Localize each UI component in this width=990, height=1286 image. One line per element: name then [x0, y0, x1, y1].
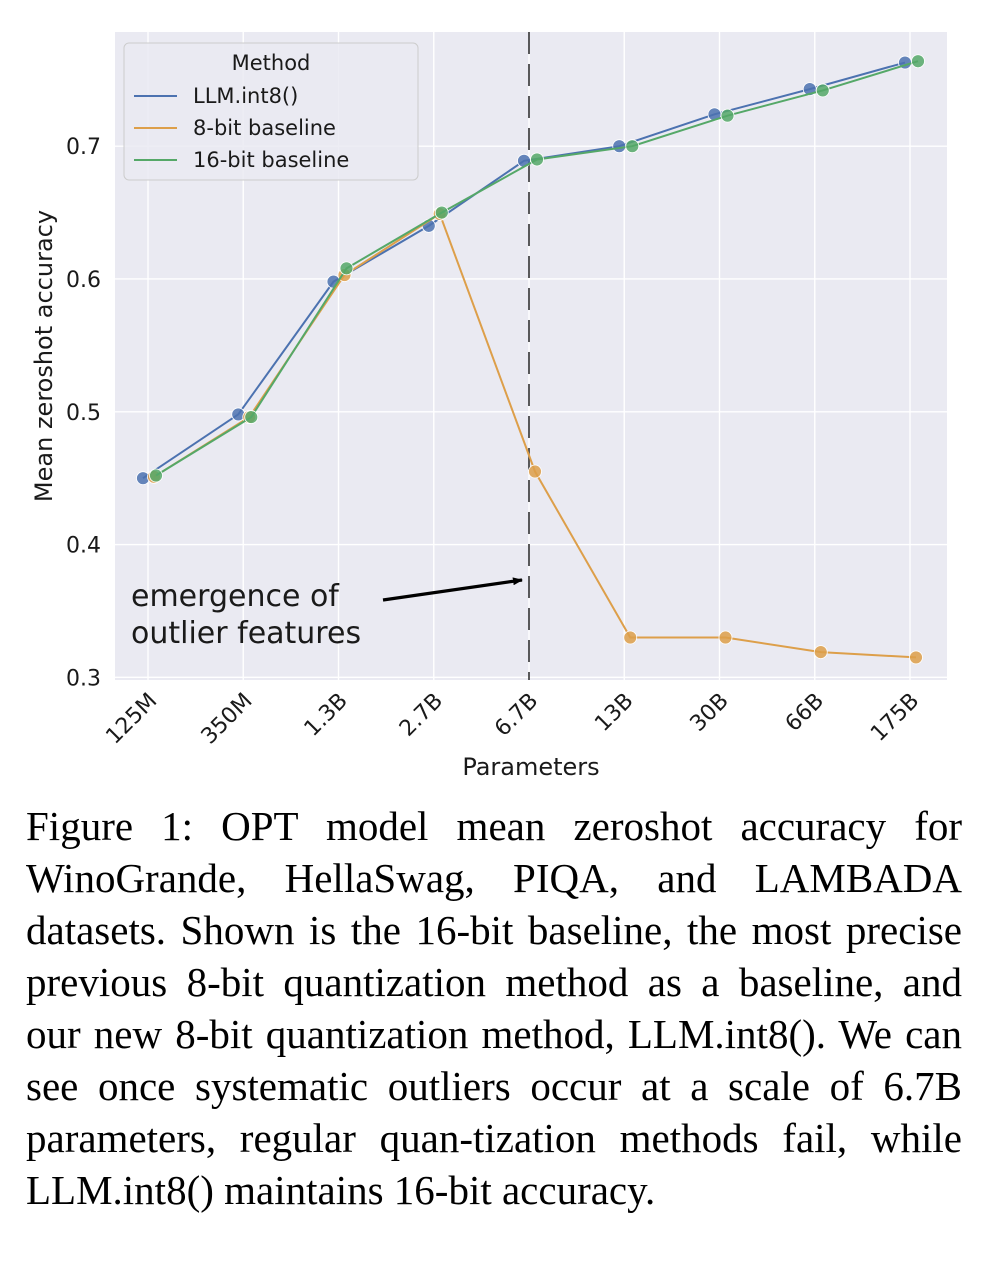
x-tick-label: 175B: [866, 689, 924, 747]
data-point: [911, 54, 925, 69]
data-point: [718, 630, 733, 645]
legend-label-1: LLM.int8(): [193, 84, 298, 108]
x-tick-label: 1.3B: [300, 689, 353, 742]
data-point: [528, 464, 542, 479]
legend-title: Method: [232, 51, 311, 75]
x-axis-label: Parameters: [462, 753, 599, 781]
y-tick-label: 0.3: [66, 666, 101, 691]
annotation-line-1: emergence of: [131, 579, 340, 614]
x-tick-label: 125M: [101, 689, 162, 750]
x-tick-label: 13B: [590, 689, 638, 737]
y-tick-label: 0.5: [66, 401, 101, 426]
annotation-line-2: outlier features: [131, 616, 361, 651]
data-point: [434, 205, 449, 220]
chart: 0.3 0.4 0.5 0.6 0.7 125M 350M 1.3B 2.7B 6.7B 13B 3…: [30, 32, 947, 781]
y-tick-label: 0.6: [66, 268, 101, 293]
legend-box: [123, 42, 419, 181]
x-tick-label: 66B: [781, 689, 829, 737]
x-axis-ticks: 125M 350M 1.3B 2.7B 6.7B 13B 30B 66B 175B: [101, 689, 924, 750]
legend-label-3: 16-bit baseline: [193, 148, 349, 172]
y-tick-label: 0.4: [66, 534, 101, 559]
legend-label-2: 8-bit baseline: [193, 116, 336, 140]
data-point: [720, 108, 735, 123]
data-point: [339, 261, 354, 276]
data-point: [625, 139, 640, 154]
y-tick-label: 0.7: [66, 135, 101, 160]
y-axis-ticks: 0.3 0.4 0.5 0.6 0.7: [66, 135, 101, 691]
data-point: [517, 153, 531, 168]
series-group: [136, 54, 925, 665]
x-tick-label: 2.7B: [395, 689, 448, 742]
x-tick-label: 6.7B: [490, 689, 543, 742]
data-point: [813, 645, 828, 660]
annotation: emergence of outlier features: [131, 577, 523, 651]
figure-caption: Figure 1: OPT model mean zeroshot accura…: [26, 803, 962, 1213]
legend: Method LLM.int8() 8-bit baseline 16-bit …: [123, 42, 419, 181]
data-point: [530, 152, 544, 167]
data-point: [149, 468, 163, 483]
data-point: [612, 139, 627, 154]
annotation-arrow: [382, 577, 523, 602]
x-tick-label: 350M: [197, 689, 258, 750]
data-point: [815, 83, 830, 98]
y-axis-label: Mean zeroshot accuracy: [30, 210, 58, 502]
data-point: [623, 630, 638, 645]
data-point: [244, 410, 259, 424]
data-point: [909, 650, 923, 665]
x-tick-label: 30B: [686, 689, 734, 737]
series-3: [149, 54, 925, 483]
